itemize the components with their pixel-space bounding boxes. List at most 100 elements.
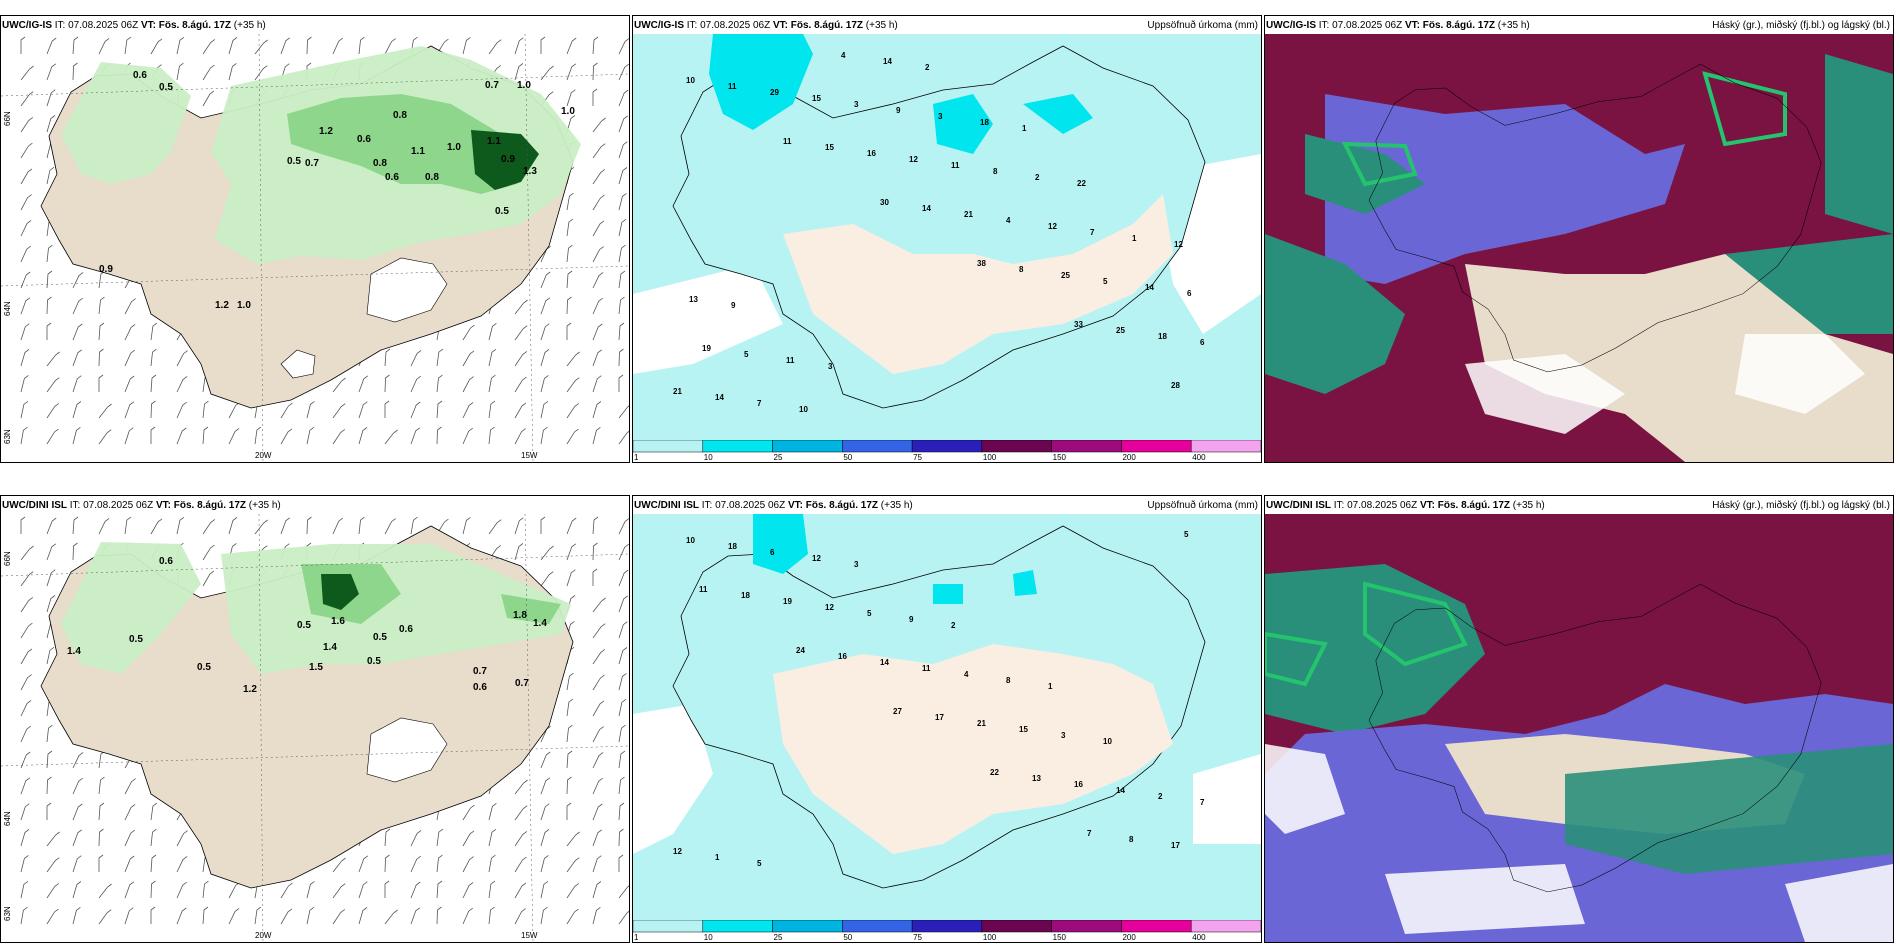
wind-barb: [72, 855, 82, 873]
wind-barb: [436, 38, 449, 55]
panel-title: UWC/DINI ISL IT: 07.08.2025 06Z VT: Fös.…: [634, 500, 913, 511]
wind-barb: [332, 857, 346, 873]
glacier: [366, 257, 448, 323]
wind-amount-label: 0.5: [159, 82, 173, 93]
precip-value: 7: [1087, 829, 1092, 838]
precip-value: 11: [783, 137, 792, 146]
wind-barb: [592, 220, 605, 237]
wind-barb: [514, 428, 526, 445]
wind-barb: [566, 750, 573, 769]
lon-label-15w: 15W: [521, 931, 538, 940]
wind-barb: [176, 907, 187, 925]
wind-barb: [462, 324, 475, 341]
wind-barb: [514, 63, 524, 81]
wind-barb: [618, 38, 629, 55]
lat-label-63n: 63N: [3, 429, 12, 444]
wind-amount-label: 0.6: [357, 134, 371, 145]
wind-barb: [20, 65, 34, 81]
precip-map: 10 11 30 38 33 28 11 15 14 8 25 21 29 16 21 25 18 14 15 12 4…: [633, 34, 1261, 462]
wind-barb: [46, 89, 56, 107]
wind-barb: [540, 906, 548, 925]
wind-barb: [72, 427, 81, 445]
wind-barb: [618, 647, 628, 665]
precip-value: 10: [686, 76, 695, 85]
wind-barb: [202, 519, 216, 535]
wind-barb: [72, 542, 78, 561]
wind-barb: [592, 907, 601, 925]
lat-label-66n: 66N: [3, 551, 12, 566]
wind-barb: [384, 38, 396, 55]
wind-barb: [20, 648, 33, 665]
wind-barb: [124, 298, 136, 315]
wind-barb: [514, 543, 524, 561]
wind-barb: [46, 750, 53, 769]
wind-barb: [514, 805, 528, 821]
wind-barb: [462, 856, 474, 873]
wind-barb: [618, 776, 625, 795]
precip-value: 9: [909, 615, 914, 624]
precip-value: 7: [1200, 798, 1205, 807]
wind-amount-label: 0.5: [495, 206, 509, 217]
precip-value: 11: [922, 664, 931, 673]
wind-barb: [254, 906, 262, 925]
glacier-2: [280, 349, 316, 379]
wind-barb: [46, 270, 53, 289]
wind-barb: [592, 36, 599, 55]
wind-barb: [228, 37, 238, 55]
wind-barb: [150, 518, 163, 535]
colorbar-tick-label: 50: [843, 933, 853, 942]
wind-barb: [20, 349, 30, 367]
colorbar-tick-label: 200: [1122, 453, 1136, 462]
wind-barb: [46, 377, 60, 393]
wind-amount-label: 1.2: [243, 684, 257, 695]
precip-value: 33: [1074, 320, 1083, 329]
wind-barb: [20, 323, 30, 341]
colorbar-swatch: [772, 919, 843, 933]
wind-barb: [618, 322, 625, 341]
wind-barb: [410, 401, 421, 419]
wind-barb: [566, 428, 579, 445]
precip-value: 14: [715, 393, 724, 402]
colorbar-tick-label: 50: [843, 453, 853, 462]
wind-barb: [566, 569, 576, 587]
wind-barb: [72, 803, 83, 821]
panel-igis-precip: UWC/IG-IS IT: 07.08.2025 06Z VT: Fös. 8.…: [632, 15, 1262, 463]
wind-amount-label: 0.6: [473, 682, 487, 693]
wind-barb: [72, 297, 83, 315]
wind-barb: [618, 885, 629, 899]
wind-barb: [20, 906, 28, 925]
wind-barb: [592, 297, 603, 315]
wind-barb: [540, 375, 549, 393]
wind-barb: [618, 595, 629, 613]
precip-value: 9: [896, 106, 901, 115]
precip-value: 1: [1022, 124, 1027, 133]
precip-value: 19: [783, 597, 792, 606]
lat-label-63n: 63N: [3, 906, 12, 921]
wind-barb: [150, 348, 157, 367]
wind-barb: [592, 194, 605, 211]
colorbar-tick-label: 25: [773, 933, 783, 942]
wind-barb: [618, 828, 624, 847]
wind-amount-label: 1.3: [523, 166, 537, 177]
wind-barb: [592, 323, 603, 341]
precip-value: 13: [1032, 774, 1041, 783]
wind-barb: [384, 348, 391, 367]
precip-value: 15: [1019, 725, 1028, 734]
wind-barb: [540, 323, 550, 341]
precip-value: 3: [854, 560, 859, 569]
colorbar-tick-label: 75: [913, 933, 923, 942]
precip-value: 11: [728, 82, 737, 91]
wind-barb: [592, 272, 604, 289]
wind-barb: [20, 880, 29, 899]
precip-value: 16: [1074, 780, 1083, 789]
wind-barb: [540, 545, 554, 561]
wind-barb: [488, 519, 502, 535]
wind-amount-label: 1.0: [237, 300, 251, 311]
wind-barb: [488, 854, 496, 873]
wind-barb: [592, 349, 603, 367]
wind-barb: [46, 244, 53, 263]
colorbar-tick-label: 1: [634, 933, 639, 942]
wind-barb: [124, 324, 136, 341]
colorbar-swatch: [772, 439, 843, 453]
wind-barb: [540, 777, 551, 795]
